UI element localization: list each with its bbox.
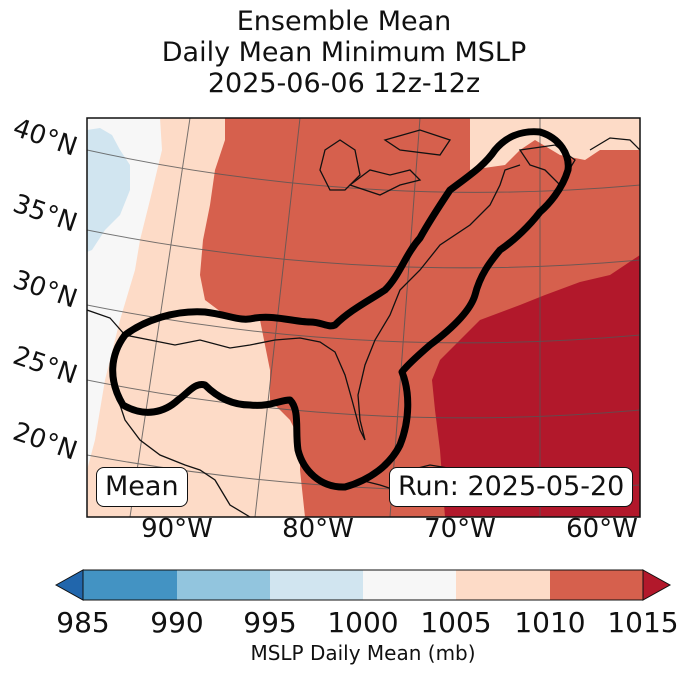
title-line-3: 2025-06-06 12z-12z <box>207 68 481 99</box>
colorbar-over-arrow <box>642 569 672 601</box>
figure-title: Ensemble Mean Daily Mean Minimum MSLP 20… <box>0 6 688 99</box>
lon-label-80: 80°W <box>282 514 354 544</box>
colorbar-tick-995: 995 <box>243 606 297 639</box>
colorbar-seg-990-995 <box>177 570 270 600</box>
title-line-1: Ensemble Mean <box>236 6 452 37</box>
colorbar-under-arrow <box>54 569 84 601</box>
colorbar-tick-1005: 1005 <box>420 606 492 639</box>
colorbar-tick-1015: 1015 <box>607 606 679 639</box>
colorbar-tick-990: 990 <box>150 606 204 639</box>
colorbar-tick-1010: 1010 <box>514 606 586 639</box>
colorbar-seg-1005-1010 <box>456 570 550 600</box>
field-patch-gulf <box>205 340 235 360</box>
colorbar-seg-985-990 <box>83 570 177 600</box>
title-line-2: Daily Mean Minimum MSLP <box>161 37 527 68</box>
colorbar-label: MSLP Daily Mean (mb) <box>250 641 476 665</box>
contour-1015 <box>109 128 572 491</box>
run-date-box: Run: 2025-05-20 <box>389 467 634 507</box>
field-995-1000 <box>87 128 130 252</box>
colorbar-seg-1010-1015 <box>550 570 643 600</box>
colorbar-tick-985: 985 <box>56 606 110 639</box>
coastlines <box>87 129 640 517</box>
mean-label-box: Mean <box>96 467 188 507</box>
lon-label-60: 60°W <box>566 514 638 544</box>
colorbar-seg-1000-1005 <box>363 570 456 600</box>
colorbar-tick-1000: 1000 <box>327 606 399 639</box>
field-above-1015 <box>432 255 640 517</box>
mslp-field <box>87 118 640 517</box>
lon-label-90: 90°W <box>141 514 213 544</box>
colorbar-seg-995-1000 <box>270 570 363 600</box>
colorbar-frame <box>82 569 644 601</box>
map-frame <box>86 117 641 518</box>
lon-label-70: 70°W <box>424 514 496 544</box>
